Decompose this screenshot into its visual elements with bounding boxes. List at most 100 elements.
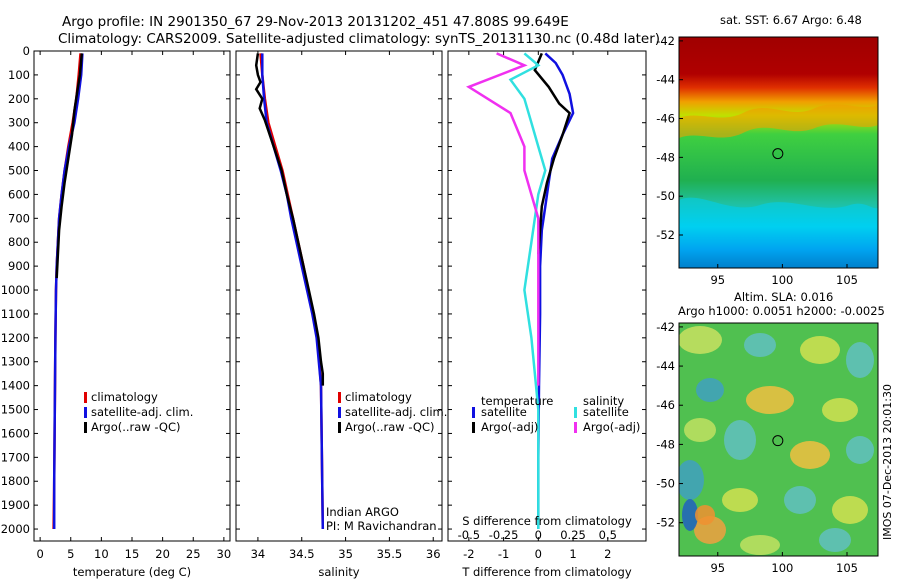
sal-legend-swatch xyxy=(338,407,341,418)
sla-anomaly-blob xyxy=(800,336,840,364)
temp-legend-swatch xyxy=(84,407,87,418)
depth-tick-label: 1800 xyxy=(1,474,30,488)
diff-legend-swatch xyxy=(472,407,475,418)
sla-map-title-line1: Altim. SLA: 0.016 xyxy=(734,290,833,304)
sla-anomaly-blob xyxy=(679,326,722,354)
sst-ticks-ytick-label: -48 xyxy=(656,150,675,164)
temp-xtick-label: 5 xyxy=(67,547,74,561)
depth-tick-label: 800 xyxy=(8,235,30,249)
diff-legend-label: satellite xyxy=(481,405,527,419)
temp-xtick-label: 25 xyxy=(186,547,201,561)
depth-tick-label: 1600 xyxy=(1,426,30,440)
temp-xtick-label: 20 xyxy=(155,547,170,561)
diff-legend-swatch xyxy=(472,422,475,433)
diff-xtick2-label: 0.25 xyxy=(560,528,586,542)
sla-ticks-ytick-label: -52 xyxy=(656,516,675,530)
sla-ticks-xtick-label: 105 xyxy=(836,561,858,575)
diff-xtick-label: 2 xyxy=(604,547,611,561)
diff-series-argo-adj--line xyxy=(466,52,540,386)
diff-xtick2-label: 0.5 xyxy=(599,528,617,542)
diff-xtick-label: -2 xyxy=(463,547,474,561)
sal-legend-label: Argo(..raw -QC) xyxy=(345,420,435,434)
diff-xtick2-label: -0.5 xyxy=(458,528,480,542)
sla-anomaly-blob xyxy=(784,486,816,514)
diff-legend-swatch xyxy=(574,422,577,433)
sst-ticks-xtick-label: 100 xyxy=(771,273,793,287)
sal-legend-swatch xyxy=(338,422,341,433)
temp-xtick-label: 0 xyxy=(36,547,43,561)
sal-plot-frame xyxy=(235,50,443,542)
sst-ticks-ytick-label: -52 xyxy=(656,228,675,242)
depth-tick-label: 1900 xyxy=(1,498,30,512)
sal-legend-swatch xyxy=(338,392,341,403)
temp-legend-swatch xyxy=(84,422,87,433)
sla-anomaly-blob xyxy=(744,333,776,357)
temp-legend-swatch xyxy=(84,392,87,403)
diff-series-argo-adj--line xyxy=(533,52,572,255)
sst-ticks-xtick-label: 95 xyxy=(710,273,725,287)
imos-timestamp: IMOS 07-Dec-2013 20:01:30 xyxy=(881,384,894,540)
sla-anomaly-blob xyxy=(822,398,858,422)
sla-ticks-xtick-label: 95 xyxy=(710,561,725,575)
diff-xtick-label: 1 xyxy=(569,547,576,561)
sal-xtick-label: 34 xyxy=(251,547,266,561)
temperature-panel: 0100200300400500600700800900100011001200… xyxy=(1,44,231,579)
depth-tick-label: 1200 xyxy=(1,331,30,345)
depth-tick-label: 600 xyxy=(8,187,30,201)
sla-anomaly-blob xyxy=(724,420,756,460)
sla-ticks-xtick-label: 100 xyxy=(771,561,793,575)
depth-tick-label: 0 xyxy=(23,44,30,58)
diff-xlabel2: S difference from climatology xyxy=(462,514,632,528)
temp-series-argo-raw-qc--line xyxy=(55,53,84,279)
sst-map-title: sat. SST: 6.67 Argo: 6.48 xyxy=(720,13,862,27)
sst-ticks-ytick-label: -42 xyxy=(656,34,675,48)
sla-anomaly-blob xyxy=(722,488,758,512)
depth-tick-label: 1500 xyxy=(1,403,30,417)
diff-legend-label: Argo(-adj) xyxy=(583,420,640,434)
diff-legend-swatch xyxy=(574,407,577,418)
figure-title-line2: Climatology: CARS2009. Satellite-adjuste… xyxy=(58,31,660,47)
depth-tick-label: 200 xyxy=(8,92,30,106)
diff-xlabel: T difference from climatology xyxy=(461,565,632,579)
diff-xtick2-label: 0 xyxy=(535,528,542,542)
sst-argo-marker xyxy=(772,148,784,160)
salinity-annotation-line: Indian ARGO xyxy=(326,505,399,519)
depth-tick-label: 1400 xyxy=(1,379,30,393)
sst-cold-pool xyxy=(679,197,878,268)
sla-anomaly-blob xyxy=(740,535,780,555)
sal-xtick-label: 34.5 xyxy=(289,547,315,561)
sla-anomaly-blob xyxy=(746,386,794,414)
sst-ticks-ytick-label: -44 xyxy=(656,73,675,87)
diff-legend-group-salinity: salinity xyxy=(583,394,624,408)
depth-tick-label: 2000 xyxy=(1,522,30,536)
sla-map-title-line2: Argo h1000: 0.0051 h2000: -0.0025 xyxy=(678,304,885,318)
sla-ticks-ytick-label: -48 xyxy=(656,437,675,451)
diff-xtick2-label: -0.25 xyxy=(489,528,519,542)
sla-ticks-ytick-label: -46 xyxy=(656,398,675,412)
sla-ticks-ytick-label: -44 xyxy=(656,359,675,373)
sla-anomaly-blob xyxy=(819,528,851,552)
diff-plot-frame xyxy=(447,50,647,542)
diff-xtick-label: -1 xyxy=(498,547,509,561)
salinity-annotation-line: PI: M Ravichandran xyxy=(326,519,437,533)
sla-argo-marker xyxy=(772,435,784,447)
sla-anomaly-blob xyxy=(696,378,724,402)
sal-series-climatology-line xyxy=(259,53,325,530)
sal-series-satellite-adj-clim--line xyxy=(261,53,325,530)
depth-tick-label: 1700 xyxy=(1,450,30,464)
depth-tick-label: 300 xyxy=(8,116,30,130)
sal-legend-label: satellite-adj. clim. xyxy=(345,405,447,419)
sal-xtick-label: 35.5 xyxy=(377,547,403,561)
sal-series-argo-raw-qc--line xyxy=(254,53,325,386)
sst-map-panel: sat. SST: 6.67 Argo: 6.48 95 100 105 -42 -44… xyxy=(656,13,879,287)
temp-series-satellite-adj-clim--line xyxy=(52,53,84,529)
sla-anomaly-blob xyxy=(832,496,868,524)
depth-tick-label: 900 xyxy=(8,259,30,273)
depth-tick-label: 500 xyxy=(8,164,30,178)
sla-map-panel: Altim. SLA: 0.016 Argo h1000: 0.0051 h20… xyxy=(656,290,885,575)
sla-anomaly-blob xyxy=(682,499,698,531)
diff-series-satellite-line xyxy=(537,52,575,529)
sal-xtick-label: 36 xyxy=(426,547,441,561)
temp-legend-label: satellite-adj. clim. xyxy=(91,405,193,419)
sal-xtick-label: 35 xyxy=(338,547,353,561)
